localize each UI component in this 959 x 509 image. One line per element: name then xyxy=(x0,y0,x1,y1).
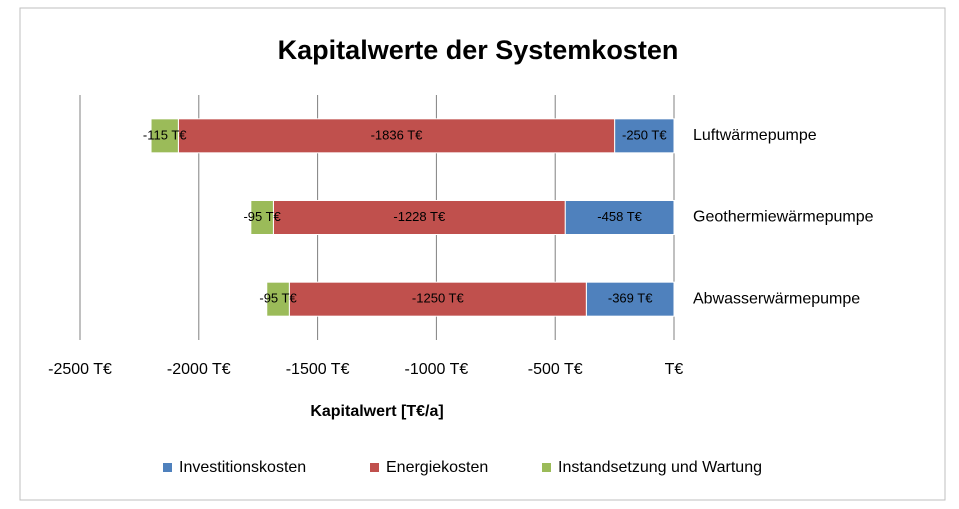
value-label: -95 T€ xyxy=(259,291,297,306)
value-label: -458 T€ xyxy=(597,209,642,224)
value-label: -1228 T€ xyxy=(393,209,446,224)
value-label: -115 T€ xyxy=(143,127,187,142)
x-tick-label: -2000 T€ xyxy=(167,361,231,378)
x-axis-title: Kapitalwert [T€/a] xyxy=(310,403,443,420)
bar-segment xyxy=(564,200,675,235)
bar-segment xyxy=(288,281,587,317)
category-label: Abwasserwärmepumpe xyxy=(693,290,860,307)
value-label: -369 T€ xyxy=(608,291,653,306)
legend-label: Instandsetzung und Wartung xyxy=(558,459,762,476)
x-tick-label: -1000 T€ xyxy=(405,361,469,378)
value-label: -95 T€ xyxy=(243,209,281,224)
bar-segment xyxy=(250,200,274,235)
chart-title: Kapitalwerte der Systemkosten xyxy=(278,35,679,65)
bar-segment xyxy=(272,200,566,235)
category-label: Luftwärmepumpe xyxy=(693,127,817,144)
legend-label: Energiekosten xyxy=(386,459,488,476)
value-label: -250 T€ xyxy=(622,127,667,142)
legend-swatch xyxy=(163,463,172,472)
x-tick-label: T€ xyxy=(665,361,684,378)
legend-swatch xyxy=(370,463,379,472)
value-label: -1836 T€ xyxy=(371,127,424,142)
bar-segment xyxy=(266,281,290,317)
chart-frame xyxy=(19,7,946,501)
x-tick-label: -500 T€ xyxy=(528,361,583,378)
x-tick-label: -1500 T€ xyxy=(286,361,350,378)
bar-segment xyxy=(614,118,675,154)
category-label: Geothermiewärmepumpe xyxy=(693,209,874,226)
value-label: -1250 T€ xyxy=(412,291,465,306)
bar-segment xyxy=(150,118,179,154)
x-tick-label: -2500 T€ xyxy=(48,361,112,378)
bar-segment xyxy=(585,281,675,317)
legend-label: Investitionskosten xyxy=(179,459,306,476)
legend-swatch xyxy=(542,463,551,472)
